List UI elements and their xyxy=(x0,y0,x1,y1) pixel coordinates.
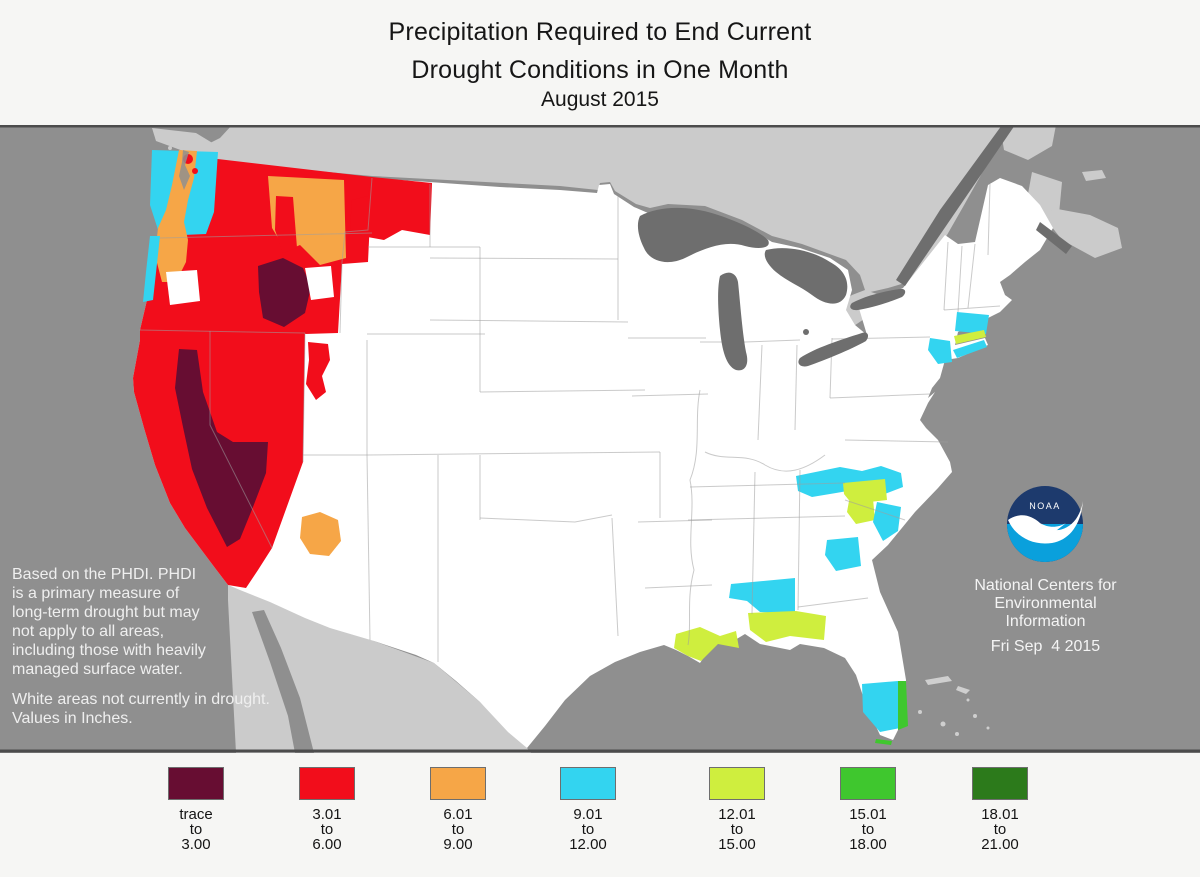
st-lawrence-river xyxy=(896,125,1015,286)
legend-color-swatch xyxy=(560,767,616,800)
bay-of-fundy xyxy=(1036,222,1072,254)
region-fl-panhandle-12-15in xyxy=(748,611,826,642)
map-bottom-border xyxy=(0,749,1200,753)
us-drought-map: NOAA Based on the PHDI. PHDI is a primar… xyxy=(0,125,1200,753)
legend-label: 12.01 to 15.00 xyxy=(718,806,756,853)
agency-name: National Centers for Environmental Infor… xyxy=(963,577,1128,631)
region-central-oregon-no-drought xyxy=(166,270,200,305)
region-central-ga-9-12in xyxy=(825,537,861,571)
agency-name-line: Environmental xyxy=(994,595,1097,612)
great-lakes xyxy=(637,125,1072,371)
legend-item: 9.01 to 12.00 xyxy=(528,767,648,852)
legend-label: 9.01 to 12.00 xyxy=(569,806,607,853)
region-ct-ma-9-12in xyxy=(955,312,989,334)
legend-item: 12.01 to 15.00 xyxy=(677,767,797,852)
lake-st-clair xyxy=(803,329,809,335)
region-south-florida-9-12in xyxy=(862,681,900,732)
region-west-3-6in xyxy=(133,152,372,588)
legend-label: 3.01 to 6.00 xyxy=(312,806,342,853)
mexico-landmass xyxy=(228,585,531,753)
legend-label: 18.01 to 21.00 xyxy=(981,806,1019,853)
gulf-of-california xyxy=(252,610,314,753)
title-block: Precipitation Required to End Current Dr… xyxy=(0,0,1200,125)
page-title-date: August 2015 xyxy=(541,88,659,111)
puget-sound-water xyxy=(179,150,190,190)
phdi-note: Based on the PHDI. PHDI is a primary mea… xyxy=(12,565,270,728)
phdi-note-line: including those with heavily xyxy=(12,642,206,659)
phdi-note-line: not apply to all areas, xyxy=(12,623,165,640)
legend-color-swatch xyxy=(299,767,355,800)
lake-michigan xyxy=(718,272,748,371)
region-se-idaho-trace-3in xyxy=(258,258,311,327)
agency-name-line: Information xyxy=(1005,613,1086,630)
region-e-idaho-no-drought xyxy=(305,266,334,300)
legend-color-swatch xyxy=(972,767,1028,800)
legend-item: 18.01 to 21.00 xyxy=(940,767,1060,852)
legend-color-swatch xyxy=(168,767,224,800)
legend-item: 3.01 to 6.00 xyxy=(267,767,387,852)
phdi-note-line: is a primary measure of xyxy=(12,585,180,602)
region-new-jersey-9-12in xyxy=(928,338,952,364)
page-title-line-1: Precipitation Required to End Current xyxy=(388,18,812,46)
lake-huron xyxy=(764,248,848,304)
map-date: Fri Sep 4 2015 xyxy=(990,638,1101,655)
legend-label: trace to 3.00 xyxy=(179,806,213,853)
legend-color-swatch xyxy=(840,767,896,800)
legend: trace to 3.00 3.01 to 6.00 6.01 to xyxy=(0,753,1200,877)
legend-item: 15.01 to 18.00 xyxy=(808,767,928,852)
lake-erie xyxy=(798,332,869,367)
map-top-border xyxy=(0,125,1200,128)
white-areas-note-line: Values in Inches. xyxy=(12,710,133,727)
region-oregon-coast-9-12in xyxy=(143,236,160,302)
region-central-ga-12-15in xyxy=(847,499,875,524)
noaa-logo: NOAA xyxy=(1007,486,1083,562)
noaa-logo-text: NOAA xyxy=(1029,501,1061,511)
agency-name-line: National Centers for xyxy=(974,577,1117,594)
phdi-note-line: long-term drought but may xyxy=(12,604,200,621)
region-coastal-ct-12-15in xyxy=(954,330,986,344)
region-puget-red-spot-2 xyxy=(192,168,198,174)
legend-color-swatch xyxy=(430,767,486,800)
region-s-alabama-9-12in xyxy=(729,578,795,614)
lake-superior xyxy=(637,207,769,263)
region-wasatch-utah-3-6in xyxy=(306,342,330,400)
region-florida-keys-15-18in xyxy=(875,739,892,745)
region-long-island-9-12in xyxy=(953,340,987,358)
legend-label: 6.01 to 9.00 xyxy=(443,806,473,853)
state-borders xyxy=(138,177,1001,662)
legend-item: 6.01 to 9.00 xyxy=(398,767,518,852)
page-title-line-2: Drought Conditions in One Month xyxy=(411,56,789,84)
map-svg: NOAA xyxy=(0,125,1200,753)
region-central-arizona-6-9in xyxy=(300,512,341,556)
white-areas-note-line: White areas not currently in drought. xyxy=(12,691,270,708)
legend-label: 15.01 to 18.00 xyxy=(849,806,887,853)
phdi-note-line: Based on the PHDI. PHDI xyxy=(12,566,197,583)
region-idaho-red-tongue xyxy=(275,196,297,253)
region-se-florida-15-18in xyxy=(898,681,908,730)
legend-item: trace to 3.00 xyxy=(136,767,256,852)
legend-color-swatch xyxy=(709,767,765,800)
lake-ontario xyxy=(850,288,906,311)
region-se-louisiana-12-15in xyxy=(674,627,739,661)
bahamas-islands xyxy=(918,676,990,736)
phdi-note-line: managed surface water. xyxy=(12,661,183,678)
region-nc-piedmont-12-15in xyxy=(843,479,887,504)
